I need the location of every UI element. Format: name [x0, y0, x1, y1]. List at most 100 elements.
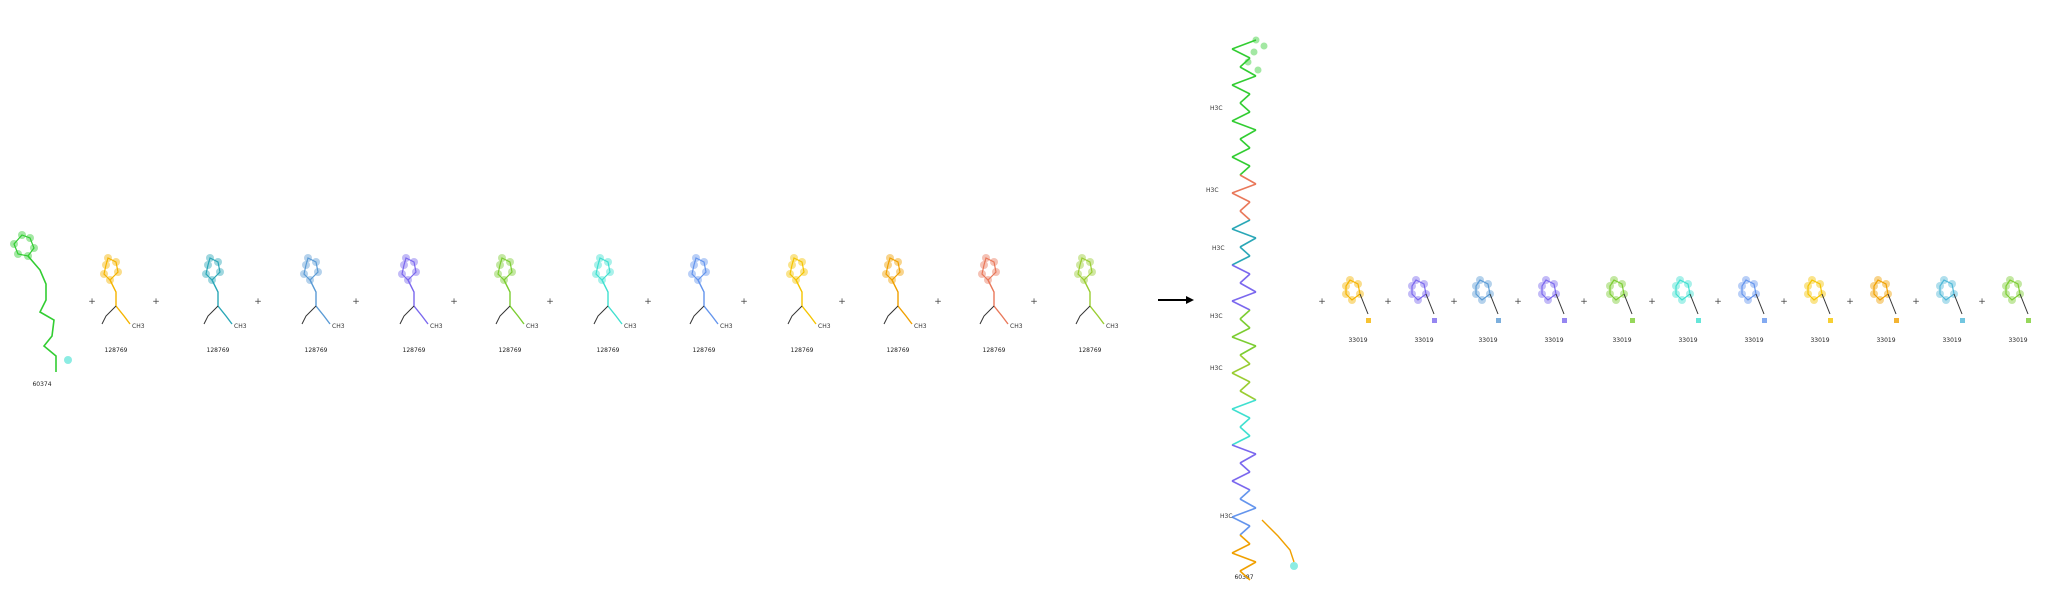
chain-bond	[1231, 552, 1257, 563]
ring-bond	[1345, 279, 1361, 301]
reactant-id: 128769	[305, 347, 328, 354]
chain-bond	[1231, 507, 1257, 518]
chain-bond	[1239, 462, 1251, 473]
methyl-label: CH3	[818, 323, 831, 330]
product-id: 33019	[1348, 337, 1367, 344]
reactant-id: 128769	[403, 347, 426, 354]
plus-sign: +	[1648, 297, 1656, 307]
chain-bond	[1231, 39, 1257, 50]
chain-bond	[1239, 165, 1251, 176]
product-main-id: 60387	[1234, 574, 1253, 581]
chain-bond	[1261, 519, 1295, 563]
product-molecule: 33019	[1342, 276, 1371, 344]
methyl-label: CH3	[914, 323, 927, 330]
chain-bond	[1231, 120, 1257, 131]
branch-bond	[301, 305, 317, 325]
chain-bond	[1231, 75, 1257, 86]
chain-bond	[1239, 273, 1251, 284]
branch-bond	[101, 305, 117, 325]
ring-bond	[1475, 279, 1491, 301]
ring-bond	[1873, 279, 1889, 301]
atom-highlight	[1250, 48, 1258, 56]
branch-bond	[1075, 305, 1091, 325]
chain-bond	[601, 279, 623, 325]
product-id: 33019	[1744, 337, 1763, 344]
product-id: 33019	[1414, 337, 1433, 344]
product-molecule: 33019	[1538, 276, 1567, 344]
plus-sign: +	[1384, 297, 1392, 307]
chain-bond	[1231, 192, 1251, 203]
methyl-label: CH3	[1010, 323, 1023, 330]
chain-bond	[1231, 84, 1251, 95]
oh-highlight	[1432, 318, 1437, 323]
methyl-label: H3C	[1210, 365, 1223, 372]
chain-bond	[1239, 102, 1251, 113]
chain-bond	[1231, 228, 1257, 239]
branch-bond	[1953, 293, 1963, 315]
chain-bond	[1231, 291, 1257, 302]
product-molecule: 33019	[1804, 276, 1833, 344]
chain-bond	[1239, 174, 1257, 185]
plus-sign: +	[1714, 297, 1722, 307]
methyl-label: H3C	[1210, 105, 1223, 112]
chain-bond	[1231, 336, 1257, 347]
chain-bond	[1231, 363, 1251, 374]
chain-bond	[1231, 543, 1251, 554]
reactant-id: 128769	[105, 347, 128, 354]
chain-bond	[697, 279, 719, 325]
oh-highlight	[1894, 318, 1899, 323]
branch-bond	[1755, 293, 1765, 315]
chain-bond	[1231, 48, 1251, 59]
methyl-label: H3C	[1220, 513, 1233, 520]
chain-bond	[1231, 111, 1251, 122]
reactant-molecule: CH3 128769	[100, 254, 145, 354]
chain-bond	[503, 279, 525, 325]
chain-bond	[1231, 372, 1251, 383]
plus-sign: +	[1318, 297, 1326, 307]
reactant-id: 128769	[791, 347, 814, 354]
oh-highlight	[1630, 318, 1635, 323]
chain-bond	[109, 279, 131, 325]
methyl-label: CH3	[332, 323, 345, 330]
reactant-id: 128769	[693, 347, 716, 354]
branch-bond	[1887, 293, 1897, 315]
chain-bond	[1231, 264, 1251, 275]
branch-bond	[787, 305, 803, 325]
chain-bond	[1239, 345, 1257, 356]
product-molecule: 33019	[1936, 276, 1965, 344]
reactant-id: 128769	[597, 347, 620, 354]
methyl-label: CH3	[234, 323, 247, 330]
branch-bond	[1689, 293, 1699, 315]
chain-bond	[1239, 201, 1251, 212]
ring-bond	[1741, 279, 1757, 301]
reaction-arrow	[1158, 296, 1194, 304]
methyl-label: CH3	[526, 323, 539, 330]
chain-bond	[1239, 381, 1251, 392]
chain-bond	[1239, 237, 1257, 248]
chain-bond	[1239, 93, 1251, 104]
chain-bond	[1239, 210, 1251, 221]
branch-bond	[1425, 293, 1435, 315]
reactant-molecule: CH3 128769	[592, 254, 637, 354]
methyl-label: CH3	[132, 323, 145, 330]
product-molecule: 33019	[2002, 276, 2031, 344]
ring-bond	[1411, 279, 1427, 301]
chain-bond	[1231, 156, 1251, 167]
chain-bond	[1239, 561, 1257, 572]
methyl-label: H3C	[1210, 313, 1223, 320]
chain-bond	[795, 279, 817, 325]
branch-bond	[495, 305, 511, 325]
reactant-row: 60374 + CH3 128769 + CH3 128769 + CH3 128769 + CH3 1…	[10, 231, 1119, 388]
oh-highlight	[1562, 318, 1567, 323]
chain-bond	[1239, 534, 1251, 545]
product-id: 33019	[1478, 337, 1497, 344]
chain-bond	[1239, 498, 1257, 509]
chain-bond	[1239, 246, 1251, 257]
reactant-molecule: CH3 128769	[398, 254, 443, 354]
methyl-label: CH3	[430, 323, 443, 330]
chain-bond	[891, 279, 913, 325]
methyl-label: CH3	[624, 323, 637, 330]
plus-sign: +	[838, 297, 846, 307]
ring-bond	[1807, 279, 1823, 301]
branch-bond	[979, 305, 995, 325]
